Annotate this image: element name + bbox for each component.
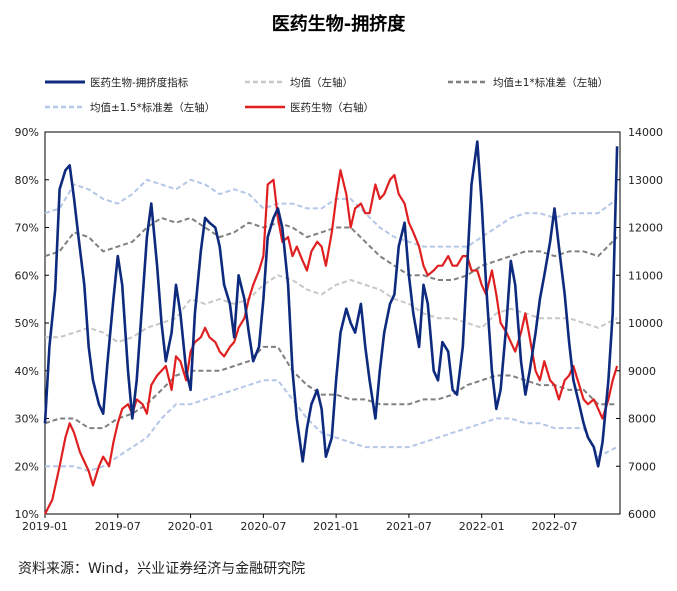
legend: 医药生物-拥挤度指标 均值（左轴） 均值±1*标准差（左轴） 均值±1.5*标准差（左…: [45, 76, 608, 114]
right-axis: 6000 7000 8000 9000 10000 11000 12000 13000 1400…: [616, 126, 663, 521]
upper-1sd-line: [44, 216, 618, 281]
left-tick-label: 90%: [15, 126, 39, 139]
right-tick-label: 6000: [628, 508, 656, 521]
left-axis: 10% 20% 30% 40% 50% 60% 70% 80% 90%: [15, 126, 49, 521]
band-lines: [44, 178, 618, 472]
x-tick-label: 2022-07: [532, 520, 578, 533]
right-tick-label: 7000: [628, 460, 656, 473]
legend-label-index: 医药生物（右轴）: [290, 101, 374, 114]
left-tick-label: 30%: [15, 413, 39, 426]
right-tick-label: 11000: [628, 269, 663, 282]
main-lines: [43, 140, 619, 515]
left-tick-label: 10%: [15, 508, 39, 521]
right-tick-label: 14000: [628, 126, 663, 139]
x-tick-label: 2022-01: [459, 520, 505, 533]
x-axis: 2019-01 2019-07 2020-01 2020-07 2021-01 2021-…: [22, 514, 577, 533]
left-tick-label: 40%: [15, 365, 39, 378]
pharma-index-line: [44, 169, 619, 515]
upper-1-5sd-line: [44, 178, 618, 248]
right-tick-label: 9000: [628, 365, 656, 378]
legend-label-mean: 均值（左轴）: [290, 76, 353, 89]
x-tick-label: 2021-07: [386, 520, 432, 533]
left-tick-label: 80%: [15, 174, 39, 187]
x-tick-label: 2019-01: [22, 520, 68, 533]
right-tick-label: 10000: [628, 317, 663, 330]
x-tick-label: 2021-01: [313, 520, 359, 533]
x-tick-label: 2020-07: [240, 520, 286, 533]
legend-label-band15: 均值±1.5*标准差（左轴）: [90, 101, 215, 114]
legend-label-band1: 均值±1*标准差（左轴）: [493, 76, 608, 89]
x-tick-label: 2019-07: [95, 520, 141, 533]
mean-line: [45, 274, 618, 344]
crowding-line: [43, 140, 619, 468]
right-tick-label: 8000: [628, 413, 656, 426]
left-tick-label: 60%: [15, 269, 39, 282]
source-note: 资料来源：Wind，兴业证券经济与金融研究院: [18, 561, 306, 577]
left-tick-label: 50%: [15, 317, 39, 330]
right-tick-label: 12000: [628, 222, 663, 235]
left-tick-label: 20%: [15, 460, 39, 473]
chart-title: 医药生物-拥挤度: [271, 14, 406, 35]
left-tick-label: 70%: [15, 222, 39, 235]
right-tick-label: 13000: [628, 174, 663, 187]
x-tick-label: 2020-01: [168, 520, 214, 533]
legend-label-crowding: 医药生物-拥挤度指标: [90, 76, 189, 89]
lower-1-5sd-line: [45, 379, 618, 472]
plot-frame: [44, 131, 621, 515]
